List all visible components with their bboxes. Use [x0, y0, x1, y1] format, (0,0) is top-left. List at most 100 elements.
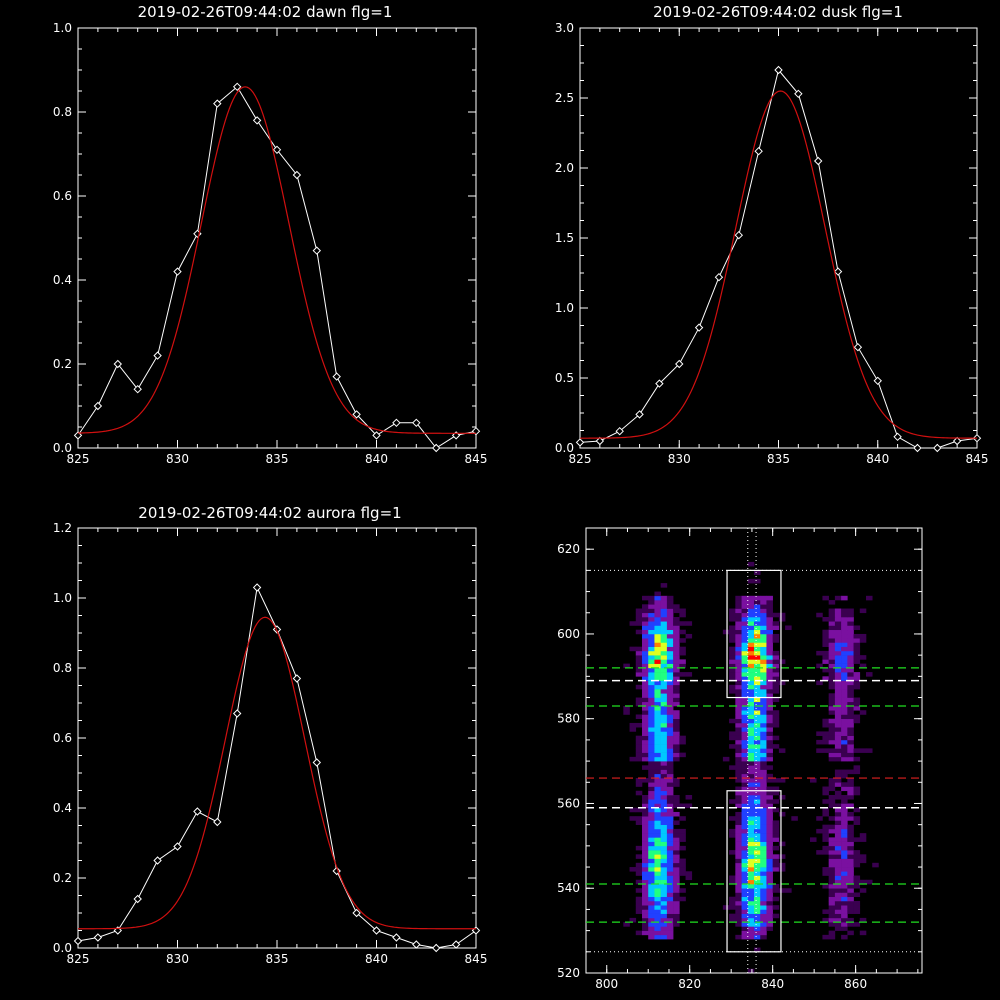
y-tick-label: 0.0: [53, 941, 72, 955]
heatmap-cell: [654, 909, 661, 914]
heatmap-cell: [834, 718, 842, 724]
heatmap-cell: [747, 625, 755, 631]
heatmap-cell: [766, 850, 773, 855]
heatmap-cell: [660, 600, 668, 605]
heatmap-cell: [766, 845, 773, 851]
heatmap-cell: [772, 684, 780, 690]
heatmap-cell: [648, 803, 655, 809]
heatmap-cell: [841, 845, 848, 851]
heatmap-cell: [654, 697, 661, 703]
heatmap-cell: [828, 722, 836, 728]
heatmap-cell: [635, 807, 643, 813]
heatmap-cell: [760, 752, 767, 758]
heatmap-cell: [673, 655, 680, 660]
heatmap-cell: [648, 608, 655, 614]
heatmap-cell: [841, 697, 848, 703]
heatmap-cell: [841, 752, 848, 758]
y-tick-label: 580: [557, 712, 580, 726]
heatmap-cell: [660, 629, 668, 635]
heatmap-cell: [828, 900, 836, 906]
heatmap-cell: [648, 617, 655, 622]
heatmap-cell: [747, 672, 755, 677]
heatmap-cell: [847, 909, 854, 914]
heatmap-cell: [841, 786, 848, 792]
heatmap-cell: [666, 773, 674, 779]
heatmap-cell: [785, 625, 792, 631]
heatmap-cell: [760, 655, 767, 660]
heatmap-cell: [847, 841, 854, 847]
heatmap-cell: [673, 731, 680, 736]
heatmap-cell: [859, 879, 867, 885]
heatmap-cell: [679, 845, 686, 851]
heatmap-cell: [642, 909, 649, 914]
heatmap-cell: [666, 642, 674, 647]
heatmap-cell: [834, 625, 842, 631]
heatmap-cell: [679, 735, 686, 741]
heatmap-cell: [654, 672, 661, 677]
heatmap-cell: [642, 892, 649, 898]
heatmap-cell: [660, 680, 668, 686]
heatmap-cell: [747, 731, 755, 736]
heatmap-cell: [741, 782, 749, 787]
heatmap-cell: [772, 714, 780, 720]
heatmap-cell: [747, 646, 755, 652]
heatmap-cell: [828, 786, 836, 792]
heatmap-cell: [754, 744, 761, 749]
heatmap-cell: [642, 629, 649, 635]
heatmap-cell: [822, 617, 829, 622]
heatmap-cell: [834, 727, 842, 732]
heatmap-cell: [679, 896, 686, 902]
heatmap-cell: [754, 858, 761, 864]
heatmap-cell: [766, 765, 773, 770]
heatmap-cell: [841, 820, 848, 825]
heatmap-cell: [642, 905, 649, 910]
heatmap-cell: [635, 867, 643, 872]
heatmap-cell: [847, 871, 854, 876]
heatmap-cell: [847, 905, 854, 910]
heatmap-cell: [760, 790, 767, 796]
heatmap-cell: [654, 790, 661, 796]
heatmap-cell: [772, 845, 780, 851]
heatmap-cell: [666, 693, 674, 698]
heatmap-cell: [747, 642, 755, 647]
heatmap-cell: [853, 900, 861, 906]
heatmap-cell: [660, 888, 668, 893]
heatmap-cell: [741, 875, 749, 881]
heatmap-cell: [660, 837, 668, 842]
heatmap-cell: [729, 744, 736, 749]
heatmap-cell: [822, 676, 829, 681]
heatmap-cell: [635, 714, 643, 720]
heatmap-cell: [747, 875, 755, 881]
heatmap-cell: [666, 850, 674, 855]
heatmap-cell: [766, 722, 773, 728]
heatmap-cell: [741, 841, 749, 847]
heatmap-cell: [766, 633, 773, 639]
heatmap-cell: [735, 871, 742, 876]
heatmap-cell: [673, 837, 680, 842]
heatmap-cell: [841, 748, 848, 753]
heatmap-cell: [666, 845, 674, 851]
heatmap-cell: [828, 638, 836, 643]
heatmap-cell: [673, 879, 680, 885]
heatmap-cell: [841, 896, 848, 902]
heatmap-cell: [654, 922, 661, 927]
heatmap-cell: [673, 722, 680, 728]
heatmap-cell: [847, 752, 854, 758]
heatmap-cell: [747, 744, 755, 749]
heatmap-cell: [685, 633, 693, 639]
data-point: [252, 116, 262, 125]
heatmap-cell: [747, 718, 755, 724]
heatmap-cell: [754, 816, 761, 821]
heatmap-cell: [648, 621, 655, 626]
heatmap-cell: [822, 934, 829, 940]
heatmap-cell: [834, 710, 842, 715]
heatmap-cell: [648, 756, 655, 762]
heatmap-cell: [648, 824, 655, 830]
heatmap-cell: [834, 722, 842, 728]
heatmap-cell: [754, 922, 761, 927]
heatmap-cell: [822, 884, 829, 889]
heatmap-cell: [642, 608, 649, 614]
heatmap-cell: [828, 672, 836, 677]
heatmap-cell: [735, 867, 742, 872]
heatmap-cell: [816, 680, 823, 686]
